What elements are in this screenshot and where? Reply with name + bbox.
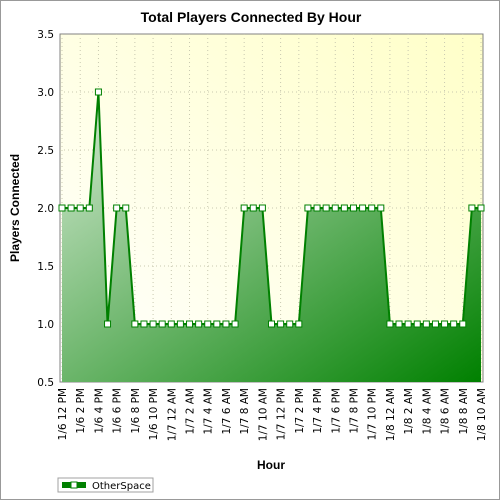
data-point — [331, 204, 339, 212]
data-point — [85, 204, 93, 212]
x-tick-label: 1/7 8 AM — [239, 388, 251, 435]
data-point — [249, 204, 257, 212]
y-tick-label: 3.0 — [37, 87, 54, 99]
data-point — [377, 204, 385, 212]
data-point — [195, 320, 203, 328]
data-point — [359, 204, 367, 212]
x-tick-label: 1/7 2 PM — [294, 388, 306, 434]
y-tick-label: 1.5 — [37, 261, 54, 273]
x-tick-label: 1/7 12 AM — [166, 388, 178, 441]
x-tick-label: 1/7 10 AM — [257, 388, 269, 441]
x-tick-label: 1/7 12 PM — [276, 388, 288, 440]
legend: OtherSpace — [57, 477, 154, 493]
x-tick-label: 1/7 8 PM — [348, 388, 360, 434]
data-point — [94, 88, 102, 96]
data-point — [67, 204, 75, 212]
data-point — [286, 320, 294, 328]
data-point — [222, 320, 230, 328]
data-point — [450, 320, 458, 328]
data-point — [322, 204, 330, 212]
data-point — [104, 320, 112, 328]
data-point — [441, 320, 449, 328]
data-point — [149, 320, 157, 328]
data-point — [58, 204, 66, 212]
x-tick-label: 1/6 6 PM — [112, 388, 124, 434]
x-tick-label: 1/8 4 AM — [421, 388, 433, 435]
y-tick-label: 3.5 — [37, 29, 54, 41]
x-axis-ticks: 1/6 12 PM 1/6 2 PM 1/6 4 PM 1/6 6 PM 1/6 8 P… — [57, 388, 488, 441]
data-point — [122, 204, 130, 212]
x-axis-title: Hour — [257, 458, 285, 472]
data-point — [304, 204, 312, 212]
x-tick-label: 1/8 2 AM — [403, 388, 415, 435]
marker-layer — [58, 88, 485, 328]
x-tick-label: 1/7 2 AM — [185, 388, 197, 435]
data-point — [468, 204, 476, 212]
x-tick-label: 1/6 10 PM — [148, 388, 160, 440]
data-point — [113, 204, 121, 212]
data-point — [459, 320, 467, 328]
legend-box — [57, 477, 154, 493]
x-tick-label: 1/7 10 PM — [367, 388, 379, 440]
data-point — [422, 320, 430, 328]
legend-marker — [70, 481, 78, 489]
x-tick-label: 1/6 12 PM — [57, 388, 69, 440]
data-point — [131, 320, 139, 328]
data-point — [295, 320, 303, 328]
data-point — [395, 320, 403, 328]
data-point — [158, 320, 166, 328]
data-point — [477, 204, 485, 212]
x-tick-label: 1/7 6 PM — [330, 388, 342, 434]
data-point — [313, 204, 321, 212]
y-tick-label: 2.0 — [37, 203, 54, 215]
x-tick-label: 1/7 4 PM — [312, 388, 324, 434]
x-tick-label: 1/6 8 PM — [130, 388, 142, 434]
x-tick-label: 1/6 4 PM — [93, 388, 105, 434]
y-axis-ticks: 0.5 1.0 1.5 2.0 2.5 3.0 3.5 — [37, 29, 54, 389]
chart-title: Total Players Connected By Hour — [141, 9, 362, 25]
data-point — [140, 320, 148, 328]
data-point — [231, 320, 239, 328]
data-point — [258, 204, 266, 212]
data-point — [413, 320, 421, 328]
y-tick-label: 0.5 — [37, 377, 54, 389]
data-point — [431, 320, 439, 328]
data-point — [404, 320, 412, 328]
data-point — [186, 320, 194, 328]
y-tick-label: 2.5 — [37, 145, 54, 157]
x-tick-label: 1/8 12 AM — [385, 388, 397, 441]
x-tick-label: 1/8 8 AM — [458, 388, 470, 435]
data-point — [213, 320, 221, 328]
series-area — [62, 92, 481, 382]
data-point — [268, 320, 275, 328]
data-point — [349, 204, 357, 212]
data-point — [368, 204, 376, 212]
data-point — [76, 204, 84, 212]
y-tick-label: 1.0 — [37, 319, 54, 331]
data-point — [277, 320, 285, 328]
data-point — [176, 320, 184, 328]
legend-series-label: OtherSpace — [92, 481, 151, 492]
x-tick-label: 1/6 2 PM — [75, 388, 87, 434]
data-point — [167, 320, 175, 328]
x-tick-label: 1/8 10 AM — [476, 388, 488, 441]
x-tick-label: 1/7 4 AM — [203, 388, 215, 435]
y-axis-title: Players Connected — [8, 154, 22, 262]
data-point — [204, 320, 212, 328]
data-point — [340, 204, 348, 212]
data-point — [386, 320, 394, 328]
data-point — [240, 204, 248, 212]
x-tick-label: 1/7 6 AM — [221, 388, 233, 435]
x-tick-label: 1/8 6 AM — [440, 388, 452, 435]
